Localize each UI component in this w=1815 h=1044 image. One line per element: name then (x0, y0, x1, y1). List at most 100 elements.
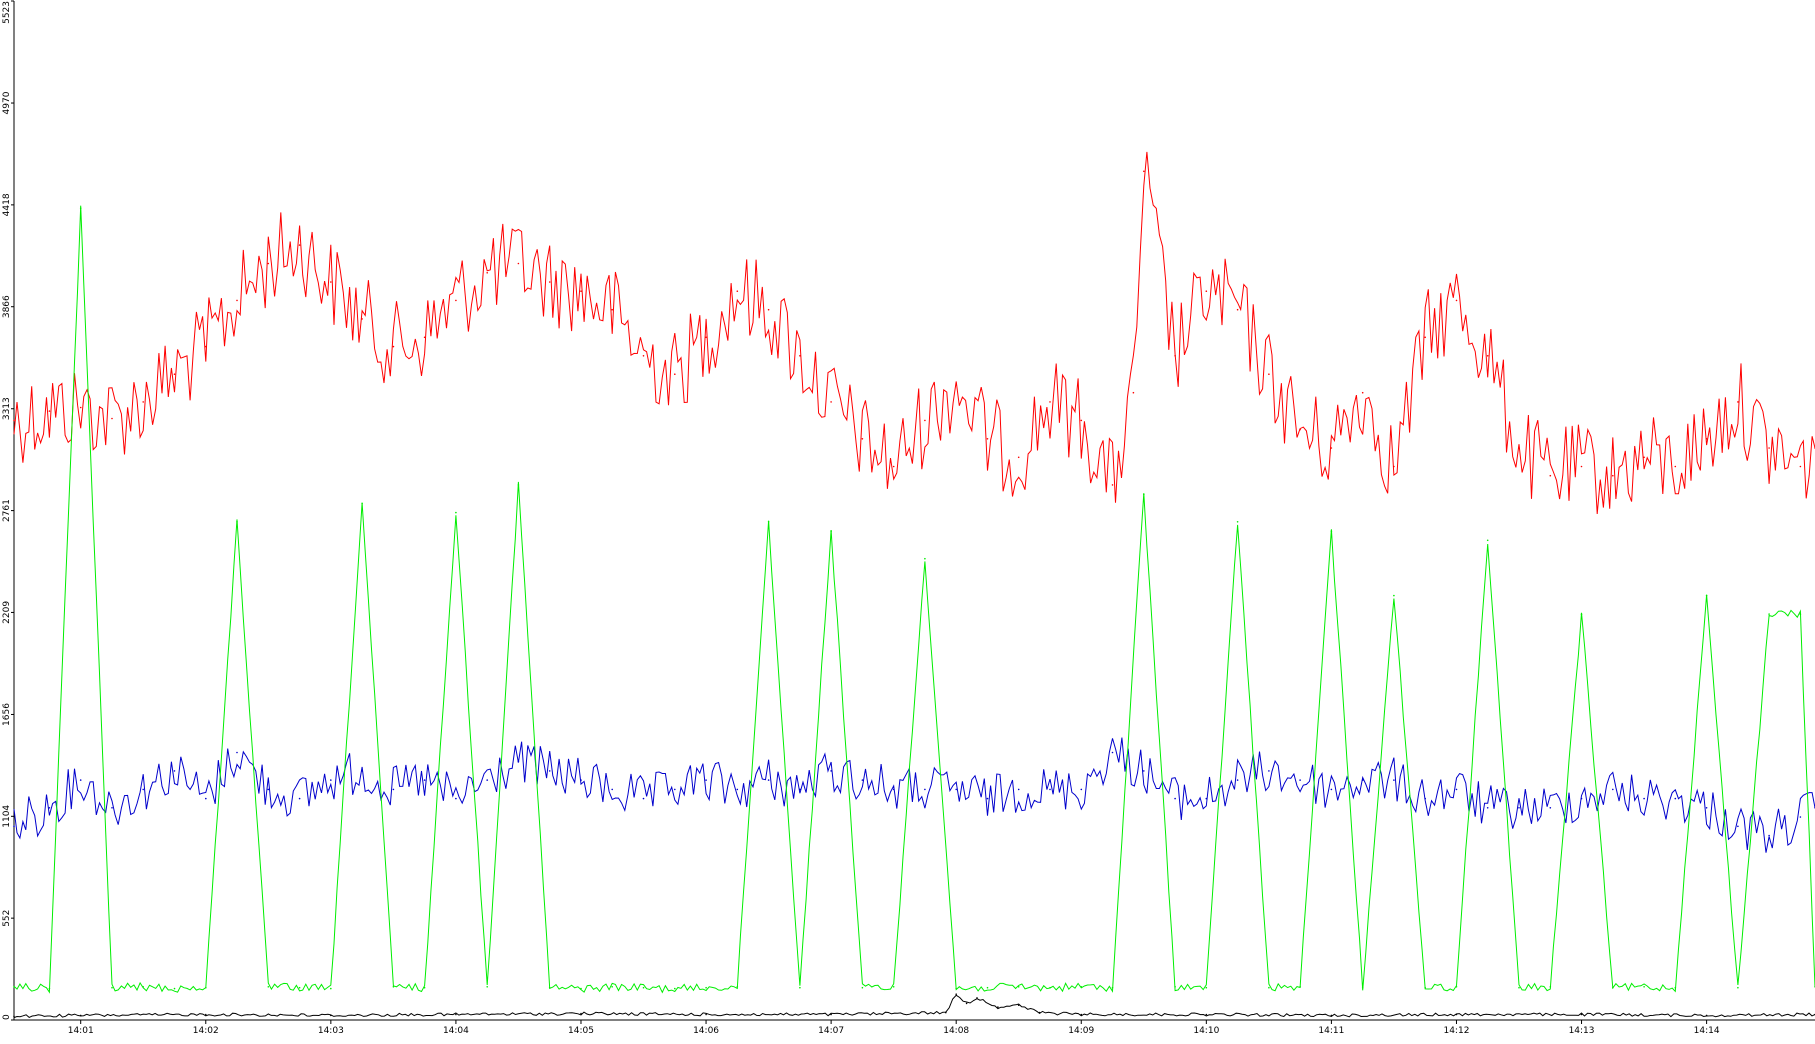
series-1-point-50 (1549, 474, 1552, 477)
series-2-point-38 (1205, 797, 1208, 800)
series-1-point-41 (1268, 373, 1270, 376)
series-3-point-37 (1174, 986, 1176, 988)
series-4-point-2 (205, 1013, 207, 1016)
series-3-point-9 (298, 986, 301, 989)
x-tick-label-9: 14:10 (1193, 1026, 1219, 1036)
series-3-point-1 (48, 987, 51, 990)
series-4-point-10 (965, 1002, 968, 1005)
series-2-point-0 (13, 825, 15, 828)
x-tick-label-1: 14:02 (193, 1026, 219, 1036)
series-3-point-15 (486, 986, 489, 988)
series-3-point-48 (1518, 986, 1520, 989)
series-2-point-12 (392, 788, 395, 791)
series-3-point-45 (1424, 986, 1426, 989)
series-3-point-41 (1299, 986, 1301, 988)
series-1-point-13 (423, 336, 426, 339)
series-3-point-0 (13, 986, 15, 988)
series-3-point-49 (1549, 986, 1552, 988)
x-tick-label-11: 14:12 (1443, 1026, 1469, 1036)
series-2-point-31 (986, 797, 989, 800)
series-3-point-34 (1080, 986, 1083, 988)
series-3-point-19 (611, 986, 613, 988)
series-1-point-22 (705, 336, 707, 339)
series-2-point-9 (298, 797, 301, 800)
series-2-point-46 (1455, 788, 1458, 791)
series-3-point-5 (173, 987, 176, 990)
y-tick-label-0: 0 (2, 1014, 12, 1020)
series-3-point-46 (1455, 986, 1458, 988)
series-4-point-17 (1330, 1014, 1333, 1017)
series-line-2 (13, 737, 1815, 853)
series-3-point-23 (736, 986, 739, 988)
series-2-point-14 (455, 797, 457, 800)
series-2-point-23 (736, 788, 739, 791)
series-3-point-26 (830, 530, 832, 532)
x-axis-ticks: 14:01 14:02 14:03 14:04 14:05 14:06 14:07 14:08… (68, 1020, 1720, 1036)
series-1-point-21 (674, 373, 676, 376)
series-1-point-10 (330, 281, 332, 283)
series-3-point-38 (1205, 986, 1208, 989)
series-3-point-56 (1768, 613, 1770, 615)
series-2-point-56 (1768, 834, 1770, 837)
series-1-point-32 (1017, 456, 1020, 459)
series-4-point-19 (1580, 1013, 1583, 1016)
series-2-point-39 (1236, 779, 1239, 781)
series-2-point-13 (423, 779, 426, 781)
x-tick-label-3: 14:04 (443, 1026, 469, 1036)
y-tick-label-6: 3313 (2, 397, 12, 420)
series-2-point-41 (1299, 779, 1301, 781)
x-tick-label-2: 14:03 (318, 1026, 344, 1036)
series-1-point-44 (1361, 391, 1364, 394)
y-tick-label-10: 5523 (2, 1, 12, 24)
series-3-point-11 (361, 502, 363, 505)
series-1-point-39 (1205, 290, 1208, 293)
series-1-point-34 (1080, 419, 1083, 422)
series-3-point-31 (986, 986, 989, 989)
series-2-point-26 (830, 770, 832, 772)
series-1-point-29 (924, 419, 926, 422)
series-1-point-15 (486, 272, 489, 274)
series-1-point-42 (1299, 428, 1301, 431)
series-4-point-1 (79, 1014, 82, 1017)
series-4-point-11 (976, 997, 978, 999)
series-2-point-11 (361, 770, 363, 772)
series-1-point-24 (767, 308, 770, 311)
x-tick-label-10: 14:11 (1318, 1026, 1344, 1036)
series-2-point-24 (767, 779, 770, 781)
series-2-point-19 (611, 788, 613, 791)
series-3-point-24 (767, 521, 770, 523)
series-1-point-46 (1424, 336, 1426, 339)
series-3-point-7 (236, 521, 238, 523)
series-2-point-57 (1799, 816, 1802, 818)
series-3-point-4 (142, 986, 144, 988)
series-3-point-35 (1111, 986, 1114, 989)
series-4-point-13 (1017, 1004, 1020, 1006)
series-2-point-52 (1643, 797, 1645, 800)
series-2-point-48 (1518, 807, 1520, 809)
series-1-point-36 (1132, 391, 1135, 394)
series-2-point-21 (674, 788, 676, 791)
series-4-point-9 (955, 993, 957, 995)
series-4-point-12 (997, 1006, 999, 1008)
series-1-point-43 (1330, 447, 1333, 449)
series-1-point-47 (1455, 299, 1458, 302)
series-2-point-35 (1111, 751, 1114, 754)
series-1-point-40 (1236, 308, 1239, 311)
series-2-point-20 (642, 797, 645, 800)
series-3-point-20 (642, 986, 645, 989)
y-tick-label-7: 3866 (2, 295, 12, 318)
series-2-point-7 (236, 751, 238, 754)
series-1-point-8 (267, 262, 270, 265)
series-2-point-49 (1549, 807, 1552, 809)
series-3-point-52 (1643, 986, 1645, 988)
series-2-point-10 (330, 779, 332, 781)
series-1-point-56 (1737, 401, 1739, 403)
series-2-point-18 (580, 779, 582, 781)
series-1-point-31 (986, 438, 989, 440)
series-3-point-39 (1236, 521, 1239, 523)
series-4-point-15 (1080, 1013, 1083, 1016)
series-3-point-42 (1330, 530, 1333, 532)
series-2-point-15 (486, 779, 489, 781)
series-2-point-43 (1361, 779, 1364, 781)
